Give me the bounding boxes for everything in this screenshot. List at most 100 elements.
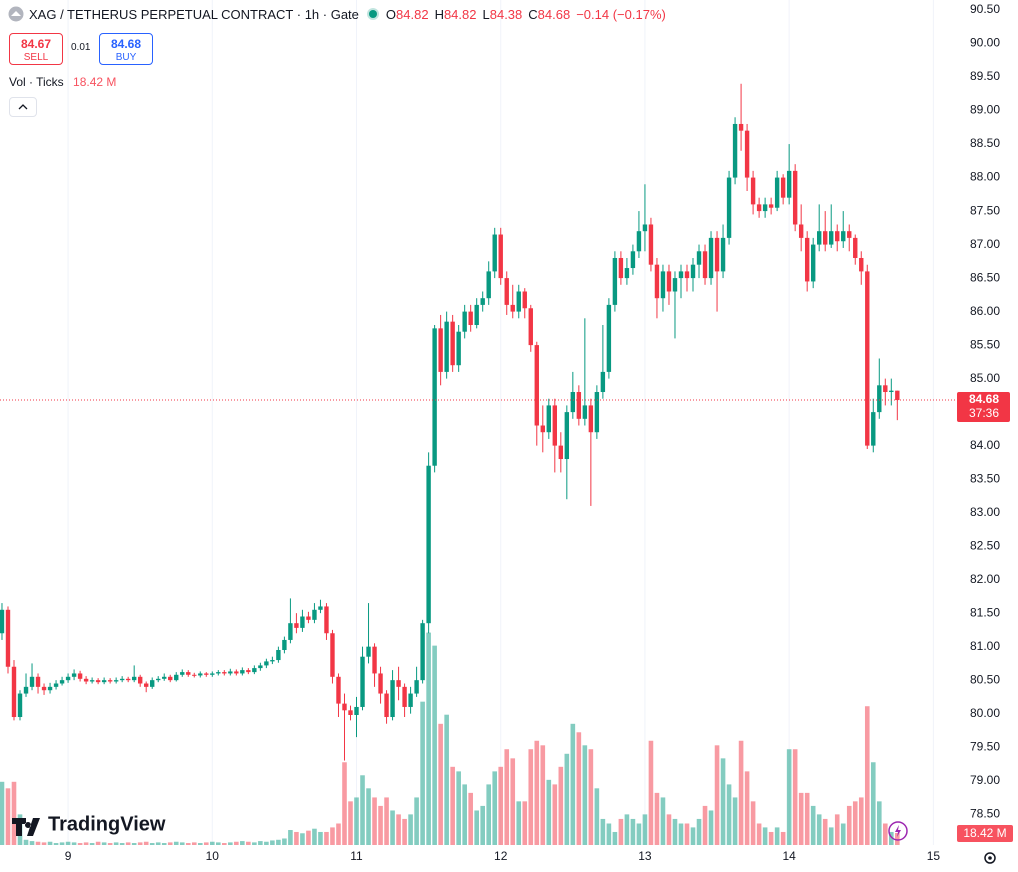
x-tick-label: 9 bbox=[65, 849, 72, 863]
x-tick-label: 10 bbox=[206, 849, 220, 863]
candle-body bbox=[835, 231, 840, 242]
volume-bar bbox=[780, 831, 786, 845]
candle-body bbox=[786, 170, 792, 198]
candle-body bbox=[732, 123, 738, 178]
candle-body bbox=[168, 676, 173, 681]
volume-bar bbox=[834, 814, 840, 845]
volume-bar bbox=[516, 801, 522, 845]
candle-body bbox=[895, 390, 900, 401]
volume-bar bbox=[504, 749, 510, 845]
y-tick-label: 83.50 bbox=[970, 471, 1000, 485]
candle-body bbox=[630, 251, 636, 269]
volume-bar bbox=[822, 818, 828, 845]
x-tick-label: 14 bbox=[782, 849, 796, 863]
buy-label[interactable]: BUY bbox=[115, 52, 137, 63]
volume-bar bbox=[498, 766, 504, 845]
buy-price[interactable]: 84.68 bbox=[110, 37, 142, 51]
ohlc-label: L bbox=[482, 6, 490, 22]
volume-bar bbox=[107, 843, 113, 845]
volume-bar bbox=[324, 831, 329, 845]
volume-bar bbox=[89, 843, 95, 845]
alert-icon[interactable] bbox=[888, 821, 908, 841]
volume-bar bbox=[708, 810, 714, 845]
candle-body bbox=[378, 673, 383, 694]
volume-bar bbox=[468, 792, 473, 845]
volume-bar bbox=[558, 766, 564, 845]
volume-bar bbox=[282, 838, 287, 845]
candle-body bbox=[696, 251, 702, 265]
candle-body bbox=[228, 671, 233, 674]
candle-body bbox=[59, 680, 65, 684]
candle-body bbox=[540, 425, 545, 433]
gear[interactable] bbox=[984, 852, 996, 864]
ohlc-value: 84.68 bbox=[537, 6, 571, 22]
sell-button[interactable]: 84.67 SELL bbox=[9, 33, 63, 65]
candle-body bbox=[65, 676, 71, 681]
volume-bar bbox=[642, 814, 648, 845]
chevron[interactable] bbox=[10, 98, 36, 116]
volume-bar bbox=[402, 818, 407, 845]
candle-body bbox=[180, 672, 185, 675]
candle-body bbox=[312, 609, 317, 620]
y-tick-label: 90.50 bbox=[970, 2, 1000, 16]
x-tick-label: 13 bbox=[638, 849, 652, 863]
collapse-button[interactable] bbox=[9, 97, 37, 117]
chevron-path[interactable] bbox=[18, 104, 28, 110]
alert-circle[interactable] bbox=[888, 821, 908, 841]
candle-body bbox=[708, 237, 714, 279]
volume-bar bbox=[588, 749, 594, 845]
candle-body bbox=[774, 177, 780, 208]
candle-body bbox=[270, 660, 275, 662]
y-tick-label: 78.50 bbox=[970, 806, 1000, 820]
candle-body bbox=[804, 237, 810, 282]
volume-bar bbox=[895, 832, 900, 845]
candle-body bbox=[47, 686, 53, 691]
brand: TradingView bbox=[48, 813, 166, 835]
volume-badge bbox=[957, 824, 1013, 842]
buy-button[interactable]: 84.68 BUY bbox=[99, 33, 153, 65]
candle-body bbox=[156, 678, 161, 681]
candle-body bbox=[654, 264, 660, 299]
candle-body bbox=[71, 673, 77, 677]
candle-body bbox=[648, 224, 654, 265]
volume-bar bbox=[330, 827, 335, 845]
candle-body bbox=[684, 271, 690, 279]
volume-pane bbox=[0, 632, 900, 845]
volume-bar bbox=[378, 805, 383, 845]
ohlc-label: C bbox=[528, 6, 538, 22]
volume-bar bbox=[576, 732, 582, 845]
settings-icon[interactable] bbox=[984, 852, 996, 864]
volume-bar bbox=[191, 842, 197, 845]
candle-body bbox=[216, 672, 221, 674]
candle-body bbox=[384, 693, 389, 718]
candle-body bbox=[660, 271, 666, 299]
volume-bar bbox=[594, 788, 600, 845]
y-tick-label: 87.00 bbox=[970, 237, 1000, 251]
volume-bar bbox=[65, 841, 71, 845]
sell-label[interactable]: SELL bbox=[23, 52, 49, 63]
sell-price[interactable]: 84.67 bbox=[20, 37, 52, 51]
candle-body bbox=[576, 392, 582, 419]
countdown: 37:36 bbox=[969, 406, 999, 420]
candle-body bbox=[468, 311, 473, 325]
candle-body bbox=[204, 673, 209, 675]
alert-bolt[interactable] bbox=[895, 825, 901, 837]
volume-bar bbox=[540, 745, 546, 845]
volume-bar bbox=[35, 841, 41, 845]
volume-bar bbox=[750, 801, 756, 845]
candle-body bbox=[89, 680, 95, 682]
volume-bar bbox=[792, 749, 798, 845]
volume-bar bbox=[690, 827, 696, 845]
volume-title: Vol · Ticks bbox=[9, 75, 64, 89]
candle-body bbox=[883, 385, 888, 393]
y-tick-label: 90.00 bbox=[970, 36, 1000, 50]
candle-body bbox=[841, 231, 846, 242]
volume-bar bbox=[714, 745, 720, 845]
candle-body bbox=[354, 706, 359, 715]
candle-body bbox=[444, 321, 449, 372]
volume-bar bbox=[474, 810, 479, 845]
gear-center[interactable] bbox=[988, 856, 992, 860]
candle-body bbox=[402, 686, 407, 707]
candle-body bbox=[672, 278, 678, 292]
